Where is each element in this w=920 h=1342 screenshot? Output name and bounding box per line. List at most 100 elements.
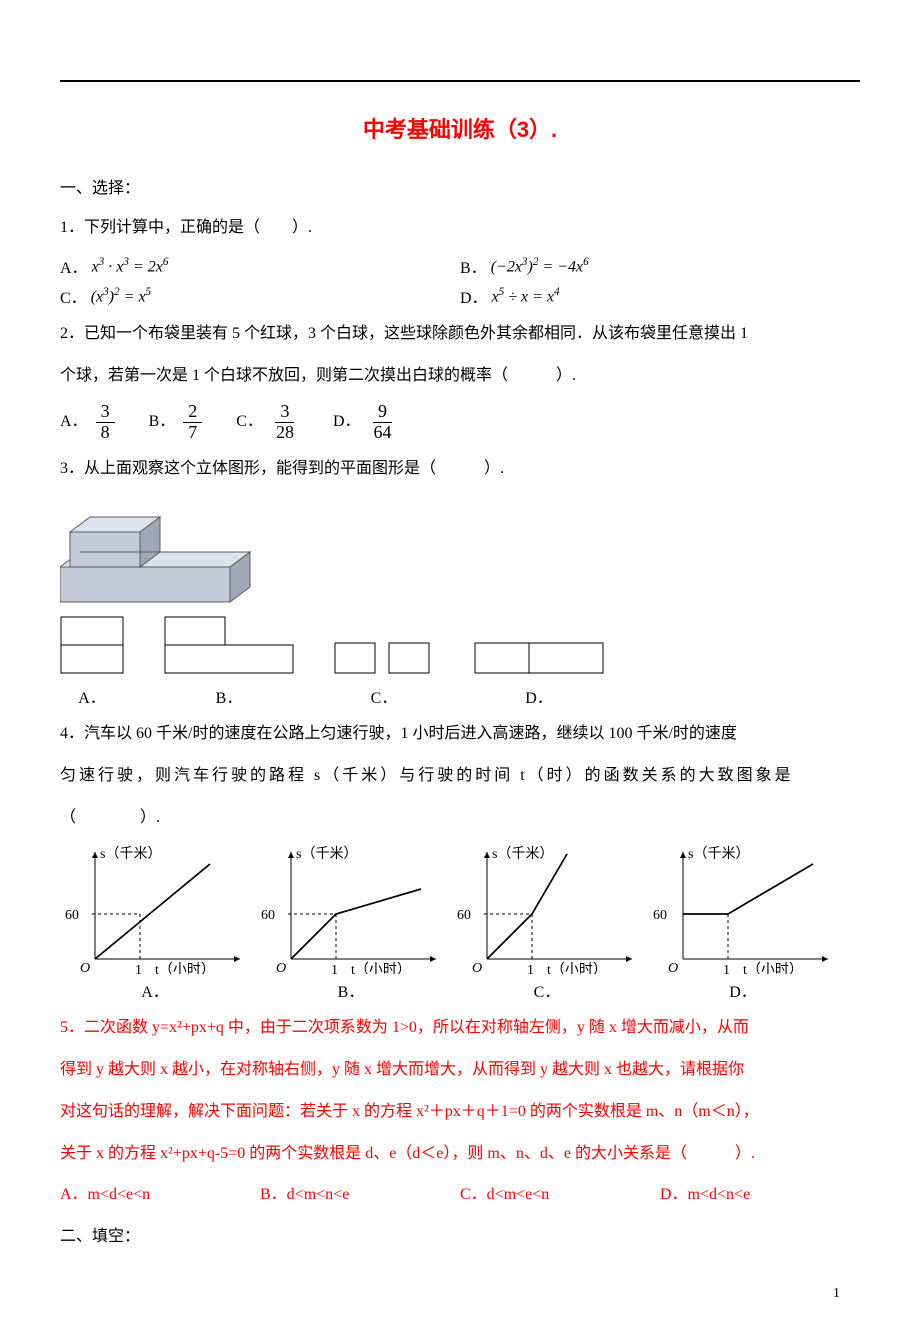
graph-a-svg: s（千米） 60 1 t（小时） O [60,844,250,974]
graph-d-xtick: 1 [723,963,730,974]
q3-label-d: D． [525,684,553,708]
q2-b-den: 7 [183,423,202,443]
graph-d-svg: s（千米） 60 1 t（小时） O [648,844,838,974]
q3-plan-views: A． B． C． D． [60,616,860,708]
q5-line2: 得到 y 越大则 x 越小，在对称轴右侧，y 随 x 增大而增大，从而得到 y … [60,1054,860,1086]
q1-stem: 1．下列计算中，正确的是（ ）. [60,212,860,244]
q5-line4: 关于 x 的方程 x²+px+q-5=0 的两个实数根是 d、e（d＜e），则 … [60,1138,860,1170]
graph-a-origin: O [80,961,90,974]
q3-label-b: B． [216,684,243,708]
q2-option-b: B． 2 7 [149,402,207,443]
q2-line2: 个球，若第一次是 1 个白球不放回，则第二次摸出白球的概率（ ）. [60,360,860,392]
q4-graph-a: s（千米） 60 1 t（小时） O A． [60,844,250,1002]
graph-c-xtick: 1 [527,963,534,974]
q1-a-expr: x3 · x3 = 2x6 [88,256,169,276]
page-number: 1 [60,1286,860,1302]
q1-d-expr: x5 ÷ x = x4 [488,286,560,306]
q3-solid-figure [60,497,860,612]
q1-c-expr: (x3)2 = x5 [87,286,151,306]
q2-a-prefix: A． [60,413,88,430]
plan-c-svg [334,642,434,676]
q2-line1: 2．已知一个布袋里装有 5 个红球，3 个白球，这些球除颜色外其余都相同．从该布… [60,318,860,350]
graph-d-ylabel: s（千米） [688,846,749,862]
graph-c-ylabel: s（千米） [492,846,553,862]
q3-plan-d: D． [474,642,604,708]
plan-b-svg [164,616,294,676]
q2-c-den: 28 [271,423,299,443]
q2-a-num: 3 [96,402,115,423]
top-rule [60,80,860,82]
q2-option-c: C． 3 28 [236,402,303,443]
graph-c-ytick: 60 [457,908,471,923]
graph-b-svg: s（千米） 60 1 t（小时） O [256,844,446,974]
q1-option-c: C． (x3)2 = x5 [60,284,460,308]
q2-b-num: 2 [183,402,202,423]
q5-line3: 对这句话的理解，解决下面问题：若关于 x 的方程 x²＋px＋q＋1=0 的两个… [60,1096,860,1128]
q2-a-frac: 3 8 [96,402,115,443]
page-container: 中考基础训练（3）. 一、选择： 1．下列计算中，正确的是（ ）. A． x3 … [0,0,920,1342]
graph-b-xlabel: t（小时） [351,962,411,974]
q2-options: A． 3 8 B． 2 7 C． 3 28 D． 9 64 [60,402,860,443]
q4-label-a: A． [141,978,169,1002]
graph-a-xlabel: t（小时） [155,962,215,974]
graph-d-xlabel: t（小时） [743,962,803,974]
q2-c-frac: 3 28 [271,402,299,443]
q4-label-c: C． [534,978,561,1002]
q2-b-prefix: B． [149,413,176,430]
section-1-header: 一、选择： [60,174,860,198]
q1-c-prefix: C． [60,284,87,308]
q2-c-prefix: C． [236,413,263,430]
q1-d-prefix: D． [460,284,488,308]
graph-b-ylabel: s（千米） [296,846,357,862]
q4-label-d: D． [729,978,757,1002]
q3-plan-c: C． [334,642,434,708]
page-title: 中考基础训练（3）. [60,112,860,144]
q2-a-den: 8 [96,423,115,443]
q4-label-b: B． [338,978,365,1002]
q5-option-d: D．m<d<n<e [660,1180,860,1204]
q4-line3: （ ）. [60,802,860,834]
q3-plan-b: B． [164,616,294,708]
q4-graphs: s（千米） 60 1 t（小时） O A． s（千米） 60 1 t（小时） [60,844,860,1002]
q2-d-prefix: D． [333,413,361,430]
q3-label-c: C． [371,684,398,708]
q4-graph-d: s（千米） 60 1 t（小时） O D． [648,844,838,1002]
graph-c-origin: O [472,961,482,974]
q3-stem: 3．从上面观察这个立体图形，能得到的平面图形是（ ）. [60,453,860,485]
q1-options-row2: C． (x3)2 = x5 D． x5 ÷ x = x4 [60,284,860,308]
q5-option-c: C．d<m<e<n [460,1180,660,1204]
q1-option-b: B． (−2x3)2 = −4x6 [460,254,860,278]
q5-option-b: B．d<m<n<e [260,1180,460,1204]
q1-option-a: A． x3 · x3 = 2x6 [60,254,460,278]
q1-options-row1: A． x3 · x3 = 2x6 B． (−2x3)2 = −4x6 [60,254,860,278]
q2-d-num: 9 [373,402,392,423]
q2-option-a: A． 3 8 [60,402,119,443]
q2-b-frac: 2 7 [183,402,202,443]
q4-line1: 4．汽车以 60 千米/时的速度在公路上匀速行驶，1 小时后进入高速路，继续以 … [60,718,860,750]
q2-c-num: 3 [275,402,294,423]
q1-a-prefix: A． [60,254,88,278]
q3-label-a: A． [78,684,106,708]
section-2-header: 二、填空： [60,1222,860,1246]
q4-graph-c: s（千米） 60 1 t（小时） O C． [452,844,642,1002]
plan-a-svg [60,616,124,676]
graph-a-ylabel: s（千米） [100,846,161,862]
q5-option-a: A．m<d<e<n [60,1180,260,1204]
q4-graph-b: s（千米） 60 1 t（小时） O B． [256,844,446,1002]
q3-plan-a: A． [60,616,124,708]
graph-b-xtick: 1 [331,963,338,974]
q5-options: A．m<d<e<n B．d<m<n<e C．d<m<e<n D．m<d<n<e [60,1180,860,1204]
q1-b-expr: (−2x3)2 = −4x6 [487,256,589,276]
q1-option-d: D． x5 ÷ x = x4 [460,284,860,308]
graph-d-origin: O [668,961,678,974]
solid-3d-svg [60,497,260,607]
q2-option-d: D． 9 64 [333,402,401,443]
graph-c-svg: s（千米） 60 1 t（小时） O [452,844,642,974]
q4-line2: 匀速行驶，则汽车行驶的路程 s（千米）与行驶的时间 t（时）的函数关系的大致图象… [60,760,860,792]
q1-b-prefix: B． [460,254,487,278]
graph-a-ytick: 60 [65,908,79,923]
q2-d-frac: 9 64 [369,402,397,443]
graph-c-xlabel: t（小时） [547,962,607,974]
graph-d-ytick: 60 [653,908,667,923]
plan-d-svg [474,642,604,676]
